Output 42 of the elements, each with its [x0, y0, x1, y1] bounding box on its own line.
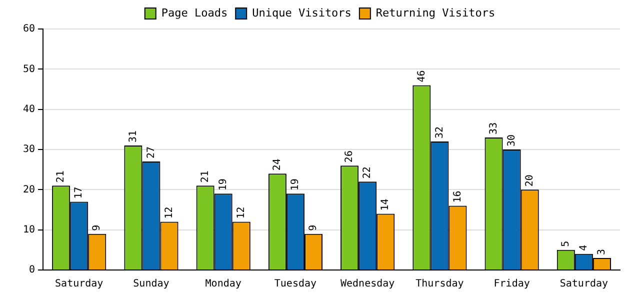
x-tick-label: Wednesday: [340, 278, 395, 290]
data-label: 19: [290, 178, 302, 191]
data-label: 21: [200, 170, 211, 183]
y-tick-label: 20: [22, 184, 36, 196]
y-tick-label: 50: [22, 64, 36, 75]
data-label: 32: [434, 126, 446, 138]
data-label: 9: [308, 224, 320, 231]
data-label: 12: [164, 206, 175, 219]
y-tick-label: 60: [22, 24, 36, 35]
y-tick-label: 30: [22, 144, 36, 156]
x-tick-label: Saturday: [55, 278, 104, 290]
y-tick-label: 10: [22, 224, 36, 236]
data-label: 31: [128, 130, 139, 142]
y-tick-label: 40: [22, 104, 36, 115]
data-label: 14: [380, 198, 392, 211]
data-label: 33: [488, 122, 500, 134]
x-tick-label: Monday: [205, 278, 242, 290]
data-label: 20: [524, 174, 536, 187]
data-label: 17: [74, 186, 85, 199]
data-label: 4: [578, 244, 590, 251]
legend-label: Unique Visitors: [252, 6, 352, 20]
data-label: 19: [218, 178, 229, 191]
data-label: 21: [56, 170, 67, 183]
x-tick-label: Sunday: [133, 278, 170, 290]
data-label: 22: [362, 166, 374, 179]
data-label: 3: [596, 248, 608, 255]
data-label: 46: [416, 70, 428, 82]
data-label: 27: [146, 146, 157, 159]
data-label: 9: [92, 224, 103, 231]
x-tick-label: Saturday: [560, 278, 608, 290]
data-label: 16: [452, 190, 464, 203]
data-label: 5: [560, 240, 572, 247]
data-label: 26: [344, 150, 356, 163]
data-label: 12: [236, 206, 247, 219]
x-tick-label: Friday: [494, 278, 530, 290]
x-tick-label: Tuesday: [274, 278, 317, 290]
x-tick-label: Thursday: [416, 278, 464, 290]
data-label: 24: [272, 158, 284, 171]
legend-label: Returning Visitors: [376, 6, 496, 20]
y-tick-label: 0: [29, 264, 36, 276]
legend-label: Page Loads: [161, 6, 228, 20]
data-label: 30: [506, 134, 518, 146]
